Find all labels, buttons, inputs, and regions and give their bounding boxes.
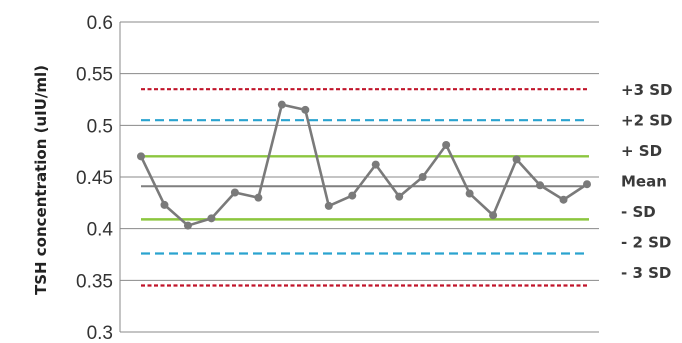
y-axis-title: TSH concentration (uIU/ml) — [32, 65, 50, 295]
y-tick-label: 0.4 — [87, 220, 114, 241]
reference-lines — [141, 88, 589, 287]
data-point — [230, 188, 239, 197]
series-polyline — [139, 103, 588, 227]
data-point — [348, 191, 357, 200]
data-point — [137, 152, 145, 161]
data-point — [183, 221, 192, 230]
reference-label: Mean — [621, 173, 667, 191]
series-line — [137, 100, 591, 230]
data-point — [489, 211, 498, 220]
data-point — [254, 193, 263, 202]
data-point — [395, 192, 404, 201]
reference-label: +3 SD — [621, 81, 672, 99]
data-point — [301, 105, 310, 114]
data-point — [583, 180, 591, 189]
reference-label: + SD — [621, 142, 662, 160]
y-tick-label: 0.55 — [76, 65, 113, 86]
data-point — [277, 100, 286, 109]
data-point — [324, 201, 333, 210]
data-point — [418, 173, 427, 181]
data-point — [207, 214, 216, 223]
y-tick-label: 0.5 — [87, 116, 113, 137]
data-point — [536, 181, 545, 190]
reference-label: +2 SD — [621, 112, 672, 130]
data-point — [160, 200, 169, 209]
y-tick-label: 0.45 — [76, 168, 113, 189]
reference-label: - 3 SD — [621, 264, 671, 282]
reference-labels: +3 SD +2 SD + SD Mean - SD - 2 SD - 3 SD — [621, 81, 672, 282]
data-point — [512, 155, 521, 164]
y-tick-label: 0.35 — [76, 271, 113, 292]
grid-lines — [119, 21, 599, 333]
data-point — [559, 195, 568, 204]
data-point — [371, 160, 380, 169]
data-point — [465, 189, 474, 198]
reference-label: - SD — [621, 203, 656, 221]
reference-label: - 2 SD — [621, 234, 671, 252]
y-tick-label: 0.3 — [87, 323, 113, 343]
data-point — [442, 140, 451, 149]
y-tick-labels: 0.3 0.35 0.4 0.45 0.5 0.55 0.6 — [76, 13, 113, 343]
y-tick-label: 0.6 — [87, 13, 113, 34]
